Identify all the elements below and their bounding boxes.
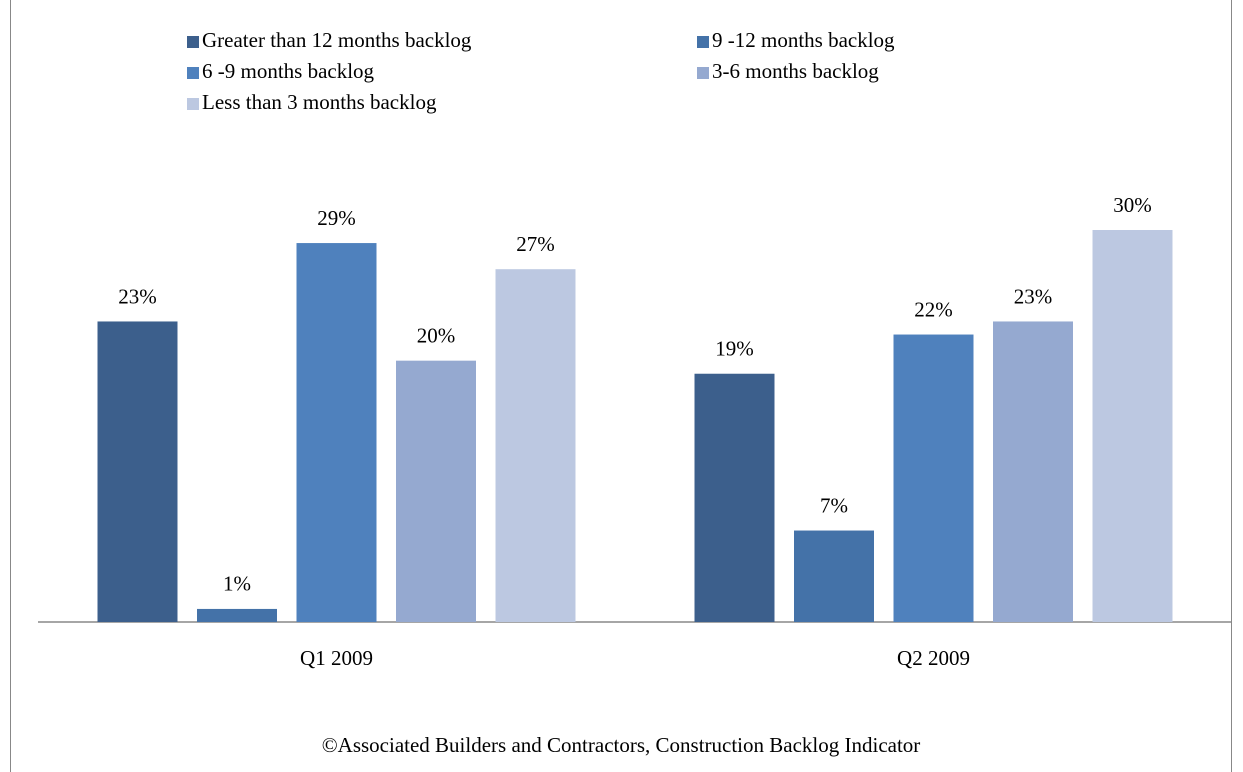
bar	[396, 360, 476, 622]
bar	[794, 530, 874, 622]
legend-label: 3-6 months backlog	[712, 59, 879, 83]
bar	[993, 321, 1073, 622]
legend-swatch	[697, 36, 709, 48]
bar	[97, 321, 178, 622]
value-label: 1%	[223, 572, 251, 596]
value-label: 23%	[1014, 284, 1053, 308]
value-label: 19%	[715, 337, 754, 361]
value-label: 22%	[914, 297, 953, 321]
x-tick-label: Q1 2009	[300, 646, 373, 670]
footer: ©Associated Builders and Contractors, Co…	[322, 733, 921, 757]
legend-label: Less than 3 months backlog	[202, 90, 437, 114]
value-label: 29%	[317, 206, 356, 230]
legend-swatch	[187, 67, 199, 79]
bar	[694, 373, 775, 622]
chart-frame	[10, 0, 1232, 772]
bar	[495, 269, 576, 622]
bar	[1092, 230, 1173, 622]
bar	[296, 243, 377, 623]
legend-swatch	[187, 36, 199, 48]
value-label: 30%	[1113, 193, 1152, 217]
value-label: 27%	[516, 232, 555, 256]
bar	[197, 608, 277, 622]
legend-swatch	[187, 98, 199, 110]
value-label: 23%	[118, 284, 157, 308]
legend-label: 6 -9 months backlog	[202, 59, 375, 83]
value-label: 7%	[820, 493, 848, 517]
legend-swatch	[697, 67, 709, 79]
legend-label: Greater than 12 months backlog	[202, 28, 472, 52]
bar	[893, 334, 974, 622]
x-tick-label: Q2 2009	[897, 646, 970, 670]
value-label: 20%	[417, 323, 456, 347]
legend-label: 9 -12 months backlog	[712, 28, 895, 52]
